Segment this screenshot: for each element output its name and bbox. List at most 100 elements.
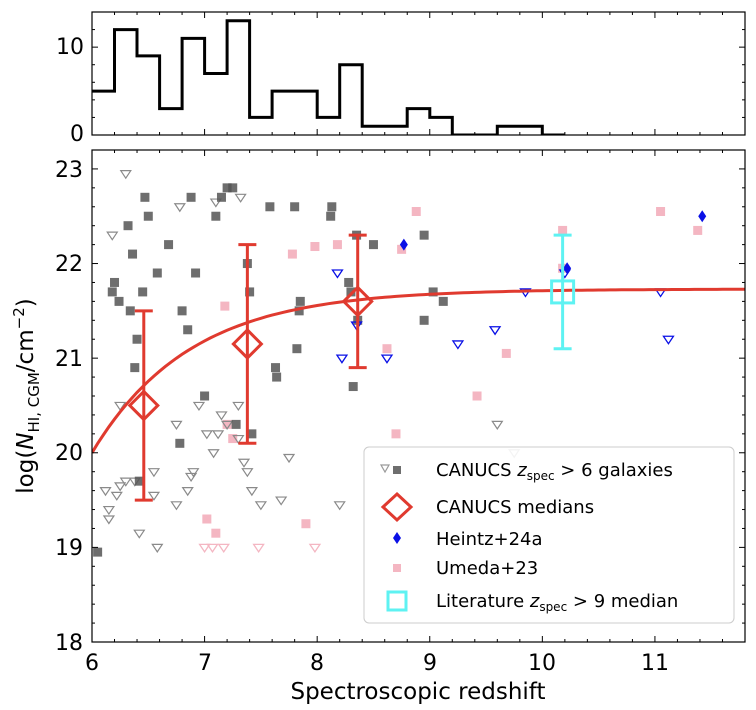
canucs-limit-point	[170, 420, 183, 430]
canucs-point	[140, 192, 150, 202]
canucs-median-marker	[127, 389, 160, 422]
canucs-point	[231, 419, 241, 429]
canucs-point	[326, 211, 336, 221]
umeda-limit-point	[198, 543, 211, 554]
canucs-point	[134, 476, 144, 486]
heintz-point	[563, 262, 572, 275]
xtick-label: 7	[198, 651, 212, 676]
canucs-point	[271, 363, 281, 373]
canucs-limit-point	[119, 477, 132, 487]
umeda-point	[472, 391, 482, 401]
canucs-point	[290, 202, 300, 212]
canucs-limit-point	[147, 468, 161, 478]
canucs-point	[419, 230, 429, 240]
umeda-point	[656, 207, 666, 216]
canucs-point	[130, 363, 140, 373]
canucs-limit-point	[114, 482, 127, 492]
canucs-limit-point	[220, 420, 234, 430]
umeda-point	[411, 207, 421, 216]
histogram-panel: 0 10	[56, 11, 746, 147]
canucs-limit-point	[241, 468, 254, 478]
canucs-point	[128, 249, 138, 259]
canucs-limit-point	[234, 193, 247, 203]
canucs-point	[438, 296, 448, 306]
legend-marker-canucs-triangle	[379, 464, 391, 474]
heintz-limit-point	[662, 335, 675, 345]
umeda-point	[382, 344, 392, 354]
ytick-label: 23	[55, 158, 83, 183]
model-curve	[92, 287, 745, 454]
canucs-limit-point	[237, 458, 251, 468]
canucs-limit-point	[99, 487, 112, 497]
umeda-point	[310, 242, 320, 252]
canucs-limit-point	[232, 434, 245, 445]
canucs-point	[177, 306, 187, 316]
umeda-limit-point	[252, 543, 265, 554]
legend-label-literature: Literature zspec > 9 median	[436, 591, 678, 614]
umeda-point	[220, 301, 230, 311]
umeda-point	[211, 528, 221, 538]
histogram-steps	[92, 19, 565, 135]
xtick-label: 6	[85, 651, 99, 676]
y-axis-label: log(NHI, CGM/cm−2)	[10, 298, 43, 493]
histogram-ticks	[91, 11, 746, 136]
canucs-point	[245, 287, 255, 297]
canucs-point	[294, 306, 304, 316]
canucs-point	[138, 287, 148, 297]
canucs-limit-point	[102, 505, 116, 516]
legend: CANUCS zspec > 6 galaxies CANUCS medians…	[363, 446, 735, 624]
umeda-point	[332, 240, 342, 250]
legend-marker-canucs-square	[393, 466, 401, 474]
canucs-limit-point	[254, 501, 268, 511]
canucs-median-marker	[341, 285, 374, 318]
legend-item-literature: Literature zspec > 9 median	[386, 590, 678, 614]
canucs-limit-point	[133, 529, 146, 539]
heintz-limit-point	[331, 269, 344, 279]
canucs-limit-point	[209, 198, 222, 208]
main-ticks	[91, 149, 746, 643]
canucs-point	[348, 382, 358, 392]
canucs-point	[125, 306, 135, 316]
ytick-label: 20	[55, 441, 83, 466]
canucs-point	[247, 429, 257, 439]
umeda-point	[391, 429, 401, 439]
canucs-limit-point	[491, 420, 504, 430]
canucs-point	[368, 240, 378, 250]
canucs-point	[211, 211, 221, 221]
canucs-limit-point	[200, 430, 213, 440]
canucs-point	[428, 287, 438, 297]
umeda-limit-point	[308, 543, 322, 554]
canucs-limit-point	[147, 491, 161, 501]
canucs-point	[228, 183, 238, 193]
canucs-point	[295, 296, 305, 306]
legend-label-heintz: Heintz+24a	[436, 529, 543, 550]
canucs-limit-point	[110, 491, 123, 501]
xtick-label: 10	[528, 651, 556, 676]
legend-item-heintz: Heintz+24a	[393, 529, 543, 550]
canucs-limit-point	[215, 411, 228, 421]
heintz-point	[399, 238, 408, 251]
canucs-point	[327, 202, 337, 212]
main-panel: 18 19 20 21 22 23 6 7 8 9 10 11 Spectros…	[10, 149, 746, 705]
umeda-point	[202, 514, 212, 524]
heintz-limit-point	[335, 354, 349, 364]
xtick-label: 8	[310, 651, 324, 676]
canucs-point	[344, 277, 354, 287]
xtick-label: 11	[641, 651, 669, 676]
canucs-limit-point	[245, 487, 258, 497]
canucs-limit-point	[282, 453, 296, 464]
canucs-limit-point	[102, 515, 116, 525]
umeda-point	[693, 225, 703, 235]
legend-item-umeda: Umeda+23	[393, 558, 538, 579]
canucs-point	[272, 372, 282, 382]
legend-label-canucs-medians: CANUCS medians	[436, 497, 594, 518]
canucs-limit-point	[275, 496, 288, 506]
legend-marker-literature	[386, 590, 408, 612]
umeda-point	[228, 434, 238, 444]
canucs-limit-point	[211, 430, 225, 440]
canucs-point	[346, 287, 356, 297]
ytick-label: 22	[55, 252, 83, 277]
canucs-point	[123, 221, 133, 231]
umeda-point	[501, 348, 511, 358]
